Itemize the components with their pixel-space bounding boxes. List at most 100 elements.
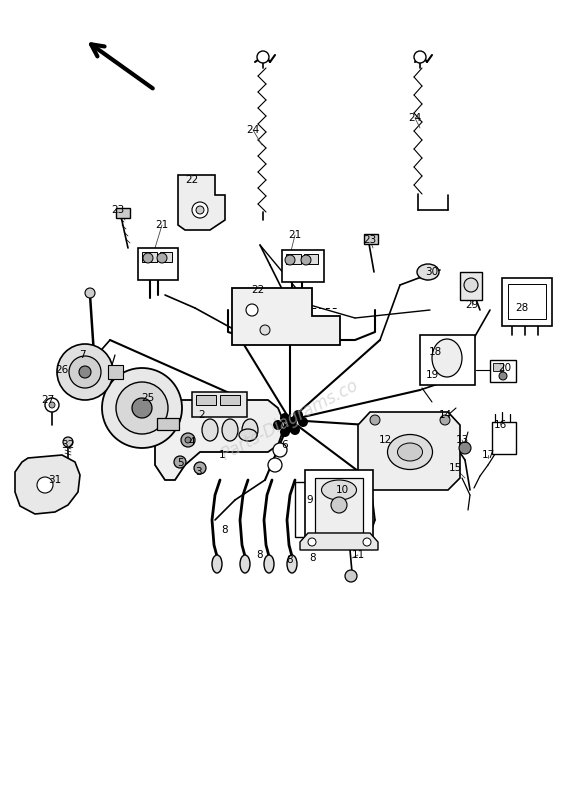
Circle shape <box>308 538 316 546</box>
Circle shape <box>69 356 101 388</box>
Text: 4: 4 <box>188 437 195 447</box>
Circle shape <box>185 437 191 443</box>
Circle shape <box>268 458 282 472</box>
Polygon shape <box>178 175 225 230</box>
Polygon shape <box>15 455 80 514</box>
Circle shape <box>192 202 208 218</box>
Circle shape <box>194 462 206 474</box>
Bar <box>304 254 318 264</box>
Bar <box>295 482 323 537</box>
Circle shape <box>63 437 73 447</box>
Text: 22: 22 <box>251 285 264 295</box>
Bar <box>282 250 324 282</box>
Circle shape <box>370 415 380 425</box>
Text: 16: 16 <box>494 420 506 430</box>
Text: 12: 12 <box>378 435 392 445</box>
Bar <box>315 478 363 533</box>
Circle shape <box>345 570 357 582</box>
Text: 31: 31 <box>48 475 61 485</box>
Ellipse shape <box>212 555 222 573</box>
Bar <box>493 363 503 371</box>
Bar <box>160 252 172 262</box>
Bar <box>157 418 179 430</box>
Text: 5: 5 <box>177 458 183 468</box>
Ellipse shape <box>397 443 422 461</box>
Circle shape <box>45 398 59 412</box>
Circle shape <box>246 304 258 316</box>
Text: 25: 25 <box>142 393 155 403</box>
Ellipse shape <box>240 555 250 573</box>
Circle shape <box>363 538 371 546</box>
Text: 21: 21 <box>155 220 169 230</box>
Text: 26: 26 <box>55 365 68 375</box>
Text: 2: 2 <box>199 410 205 420</box>
Text: 28: 28 <box>516 303 528 313</box>
Circle shape <box>280 427 290 437</box>
Circle shape <box>298 417 308 427</box>
Text: 24: 24 <box>408 113 422 123</box>
Circle shape <box>301 255 311 265</box>
Text: 8: 8 <box>222 525 229 535</box>
Text: 24: 24 <box>246 125 260 135</box>
Circle shape <box>273 443 287 457</box>
Circle shape <box>290 425 300 435</box>
Text: 30: 30 <box>426 267 438 277</box>
Circle shape <box>57 344 113 400</box>
Circle shape <box>280 413 290 423</box>
Circle shape <box>285 255 295 265</box>
Polygon shape <box>300 533 378 550</box>
Circle shape <box>257 51 269 63</box>
Text: 9: 9 <box>307 495 313 505</box>
Ellipse shape <box>242 419 258 441</box>
Bar <box>502 278 552 326</box>
Text: 10: 10 <box>335 485 349 495</box>
Polygon shape <box>155 400 285 480</box>
Ellipse shape <box>387 434 433 470</box>
Bar <box>142 252 157 262</box>
Circle shape <box>174 456 186 468</box>
Polygon shape <box>358 412 460 490</box>
Bar <box>138 248 178 280</box>
Bar <box>220 395 240 405</box>
Circle shape <box>459 442 471 454</box>
Circle shape <box>293 410 303 420</box>
Bar <box>196 395 216 405</box>
Circle shape <box>331 497 347 513</box>
Text: 8: 8 <box>310 553 316 563</box>
Circle shape <box>283 423 293 433</box>
Bar <box>490 360 516 382</box>
Circle shape <box>37 477 53 493</box>
Text: Parts-Diagrams.co: Parts-Diagrams.co <box>218 376 362 464</box>
Circle shape <box>181 433 195 447</box>
Circle shape <box>414 51 426 63</box>
Text: 8: 8 <box>287 555 293 565</box>
Bar <box>460 272 482 300</box>
Ellipse shape <box>264 555 274 573</box>
Text: 23: 23 <box>111 205 125 215</box>
Text: 20: 20 <box>498 363 512 373</box>
Text: 23: 23 <box>364 235 376 245</box>
Text: 11: 11 <box>351 550 365 560</box>
Text: 14: 14 <box>438 410 452 420</box>
Bar <box>305 470 373 542</box>
Circle shape <box>273 420 283 430</box>
Text: 13: 13 <box>455 435 469 445</box>
Text: 29: 29 <box>465 300 478 310</box>
Circle shape <box>499 372 507 380</box>
Bar <box>492 422 516 454</box>
Bar <box>364 234 378 244</box>
Polygon shape <box>232 288 340 345</box>
Text: 22: 22 <box>186 175 198 185</box>
Text: 27: 27 <box>41 395 55 405</box>
Text: 15: 15 <box>448 463 462 473</box>
Circle shape <box>440 415 450 425</box>
Bar <box>192 392 247 417</box>
Bar <box>420 335 475 385</box>
Bar <box>508 284 546 319</box>
Text: 6: 6 <box>282 440 288 450</box>
Ellipse shape <box>432 339 462 377</box>
Ellipse shape <box>239 429 257 441</box>
Circle shape <box>260 325 270 335</box>
Text: 18: 18 <box>429 347 441 357</box>
Circle shape <box>79 366 91 378</box>
